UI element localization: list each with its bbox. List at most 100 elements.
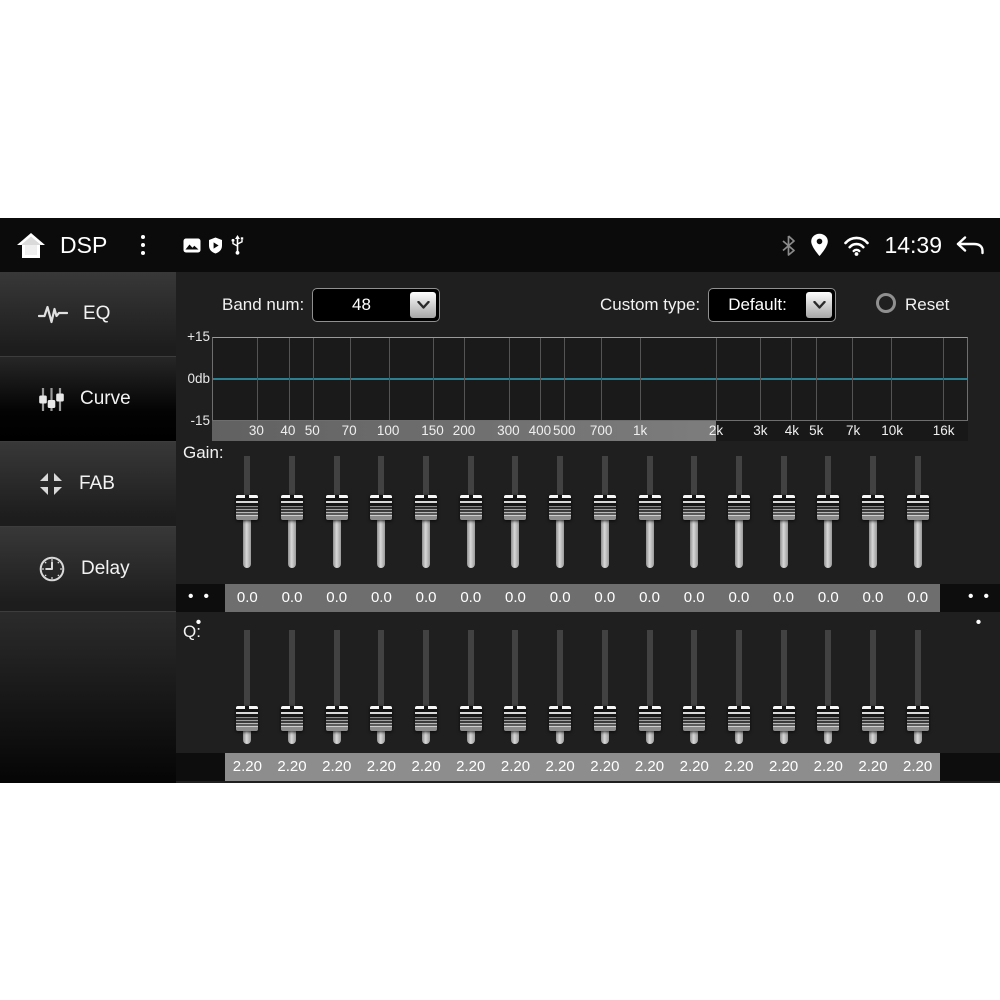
status-bar-right: 14:39 <box>781 232 984 259</box>
band-num-select[interactable]: 48 <box>312 288 440 322</box>
sidebar-item-eq[interactable]: EQ <box>0 272 176 357</box>
slider-thumb[interactable] <box>593 705 616 731</box>
slider-track <box>825 630 832 718</box>
q-slider[interactable] <box>672 630 717 744</box>
gain-slider[interactable] <box>538 456 583 568</box>
gain-slider[interactable] <box>717 456 762 568</box>
gridline <box>601 338 603 420</box>
home-icon[interactable] <box>16 232 46 259</box>
slider-thumb[interactable] <box>370 705 393 731</box>
slider-track <box>825 456 832 507</box>
faders-icon <box>38 386 65 413</box>
slider-thumb[interactable] <box>459 494 482 520</box>
bluetooth-icon <box>781 234 796 256</box>
slider-track <box>512 630 519 718</box>
gain-slider[interactable] <box>627 456 672 568</box>
slider-thumb[interactable] <box>638 705 661 731</box>
gain-slider[interactable] <box>493 456 538 568</box>
eq-curve-line <box>213 378 967 380</box>
overflow-menu-icon[interactable] <box>137 231 149 259</box>
gridline <box>564 338 566 420</box>
slider-thumb[interactable] <box>772 705 795 731</box>
slider-track-fill <box>332 717 341 744</box>
sidebar-item-delay[interactable]: Delay <box>0 527 176 612</box>
slider-track-fill <box>243 506 252 568</box>
gain-slider[interactable] <box>270 456 315 568</box>
slider-thumb[interactable] <box>817 494 840 520</box>
slider-thumb[interactable] <box>281 494 304 520</box>
q-slider[interactable] <box>806 630 851 744</box>
q-slider[interactable] <box>538 630 583 744</box>
slider-thumb[interactable] <box>504 494 527 520</box>
gain-slider[interactable] <box>895 456 940 568</box>
q-slider[interactable] <box>851 630 896 744</box>
slider-thumb[interactable] <box>861 494 884 520</box>
slider-thumb[interactable] <box>772 494 795 520</box>
slider-thumb[interactable] <box>549 494 572 520</box>
freq-tick-label: 200 <box>452 423 476 438</box>
gain-slider[interactable] <box>761 456 806 568</box>
gain-slider[interactable] <box>583 456 628 568</box>
slider-thumb[interactable] <box>281 705 304 731</box>
slider-track <box>601 456 608 507</box>
slider-thumb[interactable] <box>727 494 750 520</box>
gain-slider[interactable] <box>672 456 717 568</box>
slider-thumb[interactable] <box>683 705 706 731</box>
gain-slider[interactable] <box>448 456 493 568</box>
q-slider[interactable] <box>717 630 762 744</box>
gain-slider[interactable] <box>404 456 449 568</box>
q-slider[interactable] <box>583 630 628 744</box>
q-slider[interactable] <box>314 630 359 744</box>
slider-thumb[interactable] <box>325 705 348 731</box>
back-icon[interactable] <box>956 235 984 255</box>
slider-thumb[interactable] <box>504 705 527 731</box>
slider-track <box>289 456 296 507</box>
slider-thumb[interactable] <box>549 705 572 731</box>
slider-track-fill <box>466 506 475 568</box>
q-slider[interactable] <box>359 630 404 744</box>
gain-slider[interactable] <box>806 456 851 568</box>
q-slider[interactable] <box>404 630 449 744</box>
slider-thumb[interactable] <box>236 705 259 731</box>
slider-track-fill <box>288 717 297 744</box>
q-slider[interactable] <box>270 630 315 744</box>
slider-thumb[interactable] <box>415 705 438 731</box>
gridline <box>288 338 290 420</box>
slider-thumb[interactable] <box>325 494 348 520</box>
q-slider[interactable] <box>627 630 672 744</box>
gain-slider[interactable] <box>359 456 404 568</box>
slider-thumb[interactable] <box>415 494 438 520</box>
gain-slider[interactable] <box>314 456 359 568</box>
q-slider[interactable] <box>761 630 806 744</box>
slider-track-fill <box>600 506 609 568</box>
gain-slider[interactable] <box>851 456 896 568</box>
gridline <box>432 338 434 420</box>
slider-thumb[interactable] <box>861 705 884 731</box>
q-slider[interactable] <box>493 630 538 744</box>
slider-thumb[interactable] <box>459 705 482 731</box>
slider-thumb[interactable] <box>236 494 259 520</box>
gain-scroll-left[interactable]: • • • <box>188 588 212 631</box>
sidebar-item-curve[interactable]: Curve <box>0 357 176 442</box>
gridline <box>815 338 817 420</box>
sidebar-item-fab[interactable]: FAB <box>0 442 176 527</box>
gallery-icon <box>183 238 201 253</box>
custom-type-select[interactable]: Default: <box>708 288 836 322</box>
slider-track <box>691 630 698 718</box>
slider-thumb[interactable] <box>727 705 750 731</box>
q-slider[interactable] <box>895 630 940 744</box>
slider-thumb[interactable] <box>906 494 929 520</box>
gain-scroll-right[interactable]: • • • <box>968 588 992 631</box>
slider-thumb[interactable] <box>638 494 661 520</box>
slider-thumb[interactable] <box>817 705 840 731</box>
q-slider[interactable] <box>225 630 270 744</box>
reset-radio[interactable] <box>876 293 896 313</box>
slider-thumb[interactable] <box>906 705 929 731</box>
location-icon <box>810 233 829 257</box>
slider-thumb[interactable] <box>593 494 616 520</box>
q-slider[interactable] <box>448 630 493 744</box>
slider-track <box>869 630 876 718</box>
slider-thumb[interactable] <box>683 494 706 520</box>
gain-slider[interactable] <box>225 456 270 568</box>
slider-thumb[interactable] <box>370 494 393 520</box>
